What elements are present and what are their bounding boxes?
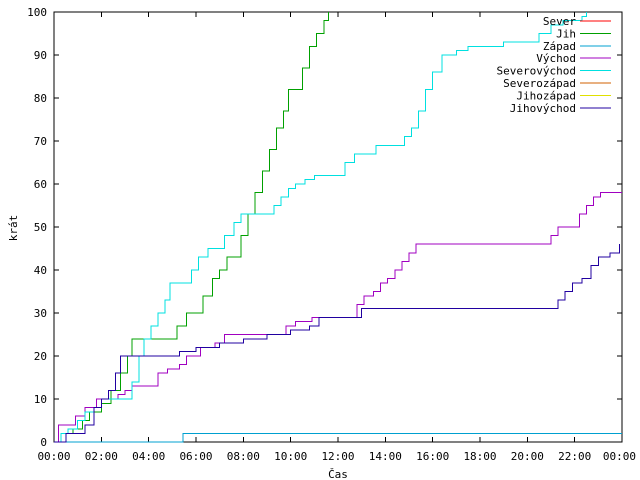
series-line-západ [54, 432, 622, 443]
x-tick-label: 22:00 [558, 450, 591, 463]
x-tick-label: 12:00 [321, 450, 354, 463]
x-tick-label: 14:00 [369, 450, 402, 463]
y-tick-label: 40 [34, 264, 47, 277]
y-tick-label: 90 [34, 49, 47, 62]
y-axis-label: krát [7, 215, 20, 242]
y-tick-label: 60 [34, 178, 47, 191]
legend-label: Jihovýchod [510, 102, 576, 115]
series-line-severovýchod [54, 12, 587, 443]
y-tick-label: 0 [40, 436, 47, 449]
series-line-východ [54, 192, 622, 443]
legend-label: Jih [556, 27, 576, 40]
x-tick-label: 00:00 [603, 450, 636, 463]
x-tick-label: 08:00 [227, 450, 260, 463]
series-line-jihovýchod [54, 244, 621, 443]
y-tick-label: 100 [27, 6, 47, 19]
y-tick-label: 10 [34, 393, 47, 406]
x-tick-label: 10:00 [274, 450, 307, 463]
ticks: 0 10 20 30 40 50 60 70 80 90 100 00:00 02:00 04:00 06:… [27, 6, 636, 463]
y-tick-label: 70 [34, 135, 47, 148]
legend-label: Východ [536, 52, 576, 65]
legend-label: Západ [543, 40, 576, 53]
x-tick-label: 18:00 [463, 450, 496, 463]
y-tick-label: 20 [34, 350, 47, 363]
legend-label: Jihozápad [516, 89, 576, 102]
x-tick-label: 16:00 [416, 450, 449, 463]
x-tick-label: 04:00 [132, 450, 165, 463]
x-axis-label: Čas [328, 468, 348, 480]
legend: SeverJihZápadVýchodSeverovýchodSeverozáp… [497, 15, 611, 115]
y-tick-label: 50 [34, 221, 47, 234]
y-tick-label: 30 [34, 307, 47, 320]
x-tick-label: 02:00 [85, 450, 118, 463]
legend-label: Severovýchod [497, 65, 576, 78]
y-tick-label: 80 [34, 92, 47, 105]
series-line-jih [54, 12, 330, 443]
series-lines [54, 12, 622, 443]
x-tick-label: 00:00 [37, 450, 70, 463]
x-tick-label: 06:00 [179, 450, 212, 463]
x-tick-label: 20:00 [511, 450, 544, 463]
legend-label: Sever [543, 15, 576, 28]
legend-label: Severozápad [503, 77, 576, 90]
